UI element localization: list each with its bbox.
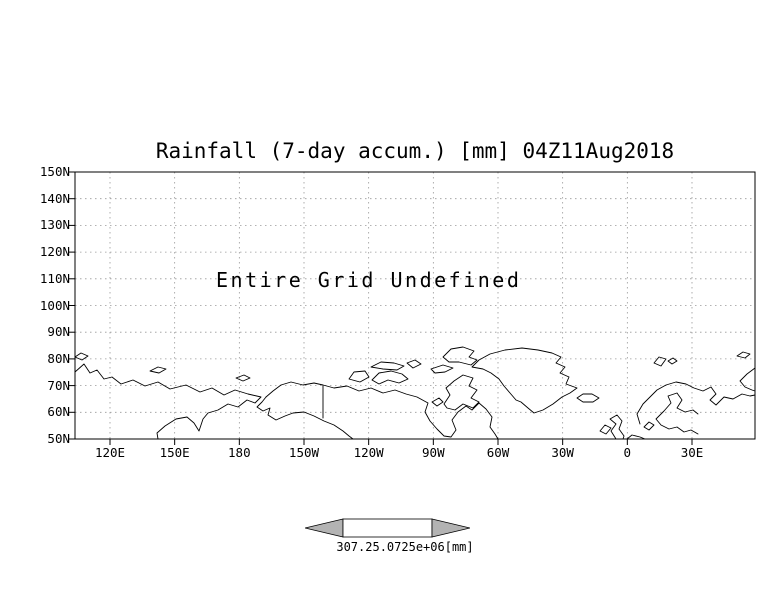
coastline-baltic	[643, 392, 699, 435]
x-axis-tick-label: 30W	[551, 445, 574, 460]
y-axis-tick-label: 50N	[47, 431, 70, 446]
colorbar-tick-max: 5.0725e+06	[372, 540, 445, 554]
x-axis-tick-label: 150E	[159, 445, 190, 460]
coastline-british-isles	[599, 414, 646, 440]
colorbar-right-arrow	[431, 518, 470, 538]
colorbar-box	[342, 518, 433, 538]
x-axis-tick-label: 180	[228, 445, 251, 460]
coastline-novaya-zemlya	[739, 367, 756, 392]
y-axis-tick-label: 100N	[39, 297, 70, 313]
coastlines	[74, 346, 756, 440]
y-axis-tick-label: 140N	[39, 190, 70, 206]
coastline-north-america-arctic	[265, 381, 499, 440]
y-axis-tick-label: 150N	[39, 164, 70, 179]
coastline-pacific	[256, 396, 354, 440]
coastline-canadian-archipelago	[348, 346, 480, 411]
colorbar-left-arrow	[305, 518, 344, 538]
colorbar-unit: [mm]	[444, 540, 474, 554]
coastline-scandinavia	[636, 381, 756, 425]
y-axis-tick-label: 130N	[39, 217, 70, 233]
x-axis-tick-label: 30E	[680, 445, 704, 460]
coastline-greenland	[471, 347, 578, 414]
y-axis-tick-label: 60N	[47, 404, 70, 420]
x-axis-tick-label: 0	[623, 445, 632, 460]
coastline-siberia	[74, 363, 262, 440]
coastline-arctic-islands-asia	[74, 352, 251, 382]
plot-frame	[74, 171, 756, 440]
colorbar	[305, 518, 470, 538]
x-axis-tick-label: 120W	[353, 445, 384, 460]
y-axis-tick-label: 70N	[47, 377, 70, 393]
y-axis-tick-label: 80N	[47, 350, 70, 366]
colorbar-tick-min: 307.2	[336, 540, 373, 554]
x-axis-tick-label: 90W	[422, 445, 445, 460]
coastline-svalbard	[653, 351, 751, 367]
colorbar-labels: 307.25.0725e+06[mm]	[300, 540, 510, 554]
plot-title: Rainfall (7-day accum.) [mm] 04Z11Aug201…	[155, 139, 675, 163]
undefined-grid-message: Entire Grid Undefined	[216, 268, 522, 292]
grid-lines	[75, 172, 755, 439]
axis-ticks	[69, 171, 693, 445]
x-axis-tick-label: 150W	[288, 445, 320, 460]
y-axis-tick-label: 120N	[39, 244, 70, 260]
y-axis-tick-label: 110N	[39, 270, 70, 286]
coastline-iceland	[576, 393, 600, 403]
x-axis-tick-label: 120E	[94, 445, 126, 460]
y-axis-tick-label: 90N	[47, 324, 70, 340]
x-axis-tick-label: 60W	[486, 445, 510, 460]
